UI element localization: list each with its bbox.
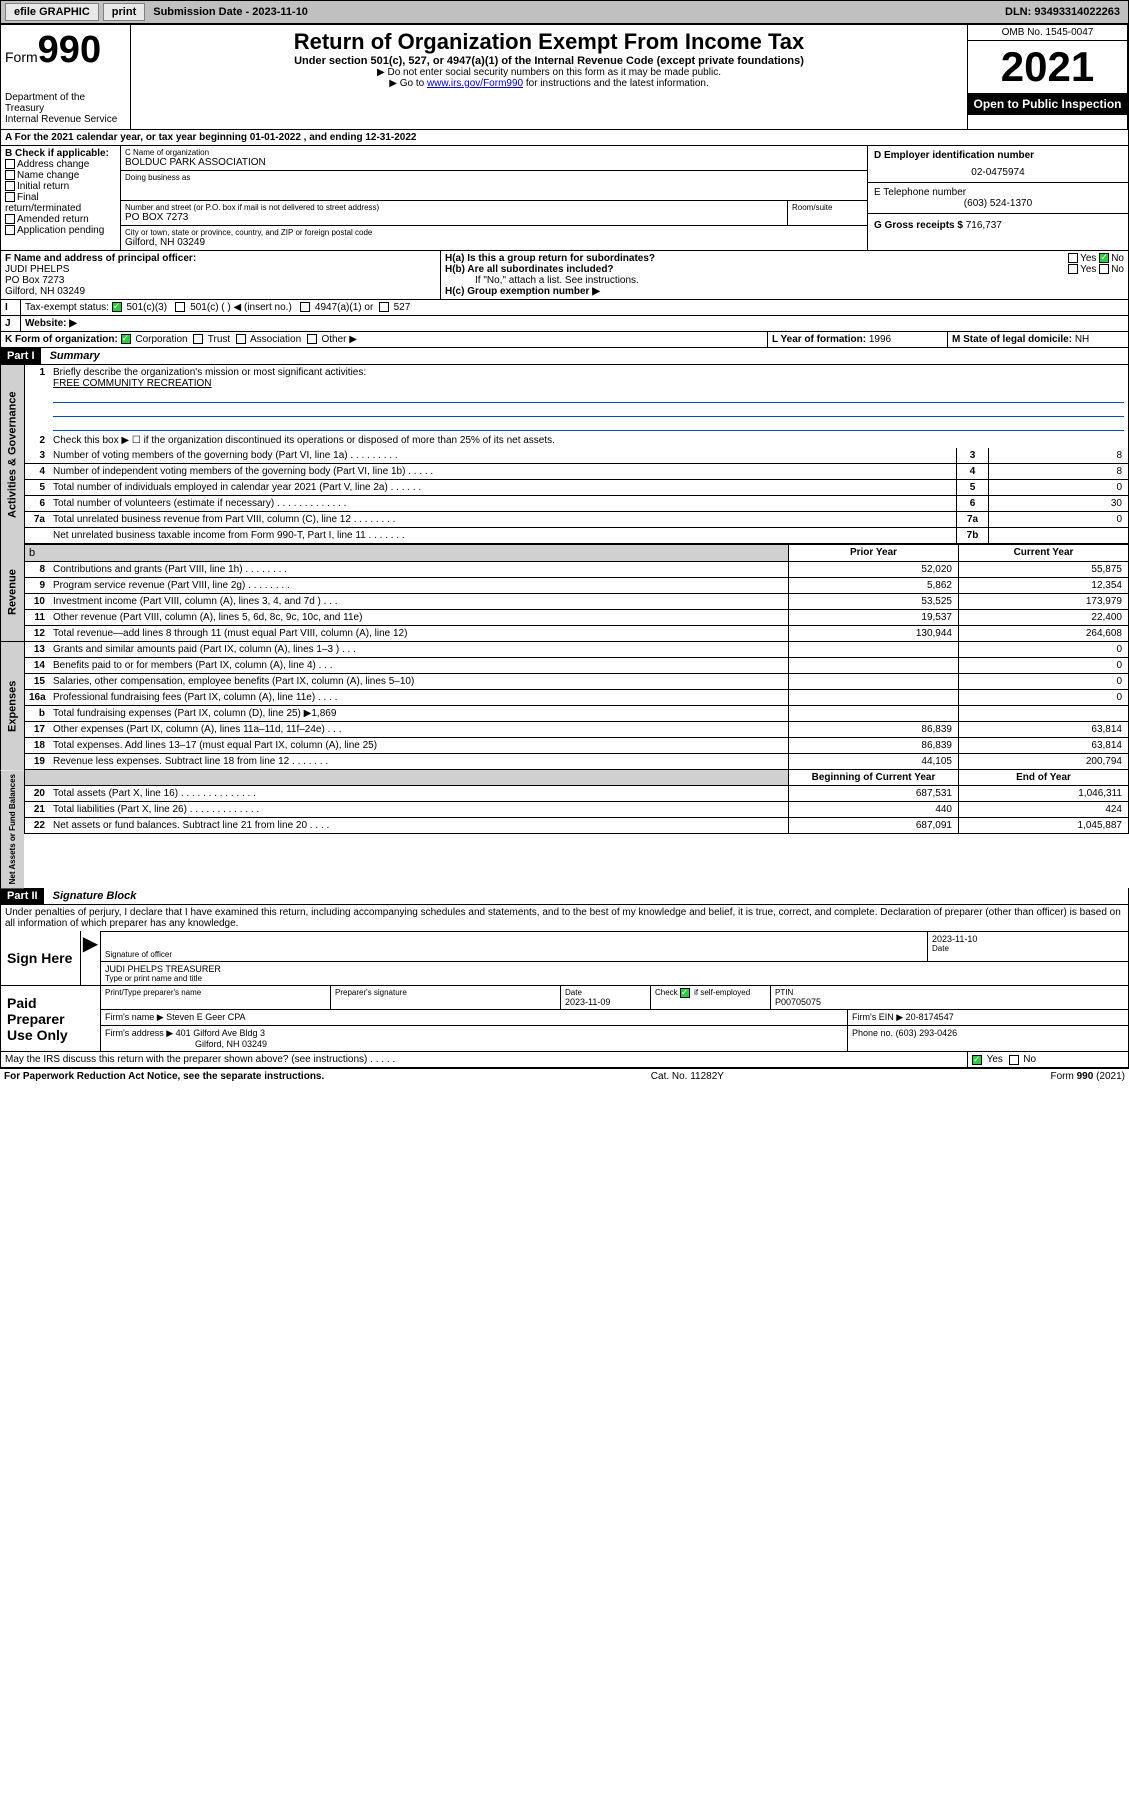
year-formed: 1996 bbox=[869, 334, 891, 345]
tax-year: 2021 bbox=[968, 41, 1127, 93]
dln-label: DLN: 93493314022263 bbox=[1005, 6, 1120, 18]
sign-date: 2023-11-10 bbox=[932, 934, 1124, 944]
state-domicile: NH bbox=[1075, 334, 1089, 345]
box-klm: K Form of organization: Corporation Trus… bbox=[0, 332, 1129, 348]
data-line: 12Total revenue—add lines 8 through 11 (… bbox=[24, 626, 1129, 642]
irs-label: Internal Revenue Service bbox=[5, 114, 126, 125]
officer-name-title: JUDI PHELPS TREASURER bbox=[105, 964, 1124, 974]
efile-button[interactable]: efile GRAPHIC bbox=[5, 3, 99, 21]
sign-arrow-icon: ▶ bbox=[81, 931, 101, 985]
section-expenses: Expenses bbox=[0, 642, 24, 770]
data-line: 20Total assets (Part X, line 16) . . . .… bbox=[24, 786, 1129, 802]
data-line: 21Total liabilities (Part X, line 26) . … bbox=[24, 802, 1129, 818]
perjury-statement: Under penalties of perjury, I declare th… bbox=[0, 905, 1129, 931]
prep-date: 2023-11-09 bbox=[565, 997, 646, 1007]
data-line: 8Contributions and grants (Part VIII, li… bbox=[24, 562, 1129, 578]
box-d-e-g: D Employer identification number 02-0475… bbox=[868, 146, 1128, 250]
org-name: BOLDUC PARK ASSOCIATION bbox=[125, 157, 863, 168]
col-current-year: Current Year bbox=[958, 545, 1128, 561]
phone: (603) 524-1370 bbox=[874, 198, 1122, 209]
form-instr2: ▶ Go to www.irs.gov/Form990 for instruct… bbox=[135, 78, 963, 89]
q1: Briefly describe the organization's miss… bbox=[49, 365, 1128, 433]
part1-header: Part I Summary bbox=[0, 348, 1129, 365]
data-line: 18Total expenses. Add lines 13–17 (must … bbox=[24, 738, 1129, 754]
section-netassets: Net Assets or Fund Balances bbox=[0, 770, 24, 888]
box-c: C Name of organization BOLDUC PARK ASSOC… bbox=[121, 146, 868, 250]
entity-block: B Check if applicable: Address change Na… bbox=[0, 146, 1129, 251]
firm-phone: (603) 293-0426 bbox=[896, 1028, 958, 1038]
col-beginning-year: Beginning of Current Year bbox=[788, 770, 958, 785]
data-line: 19Revenue less expenses. Subtract line 1… bbox=[24, 754, 1129, 770]
print-button[interactable]: print bbox=[103, 3, 145, 21]
street-address: PO BOX 7273 bbox=[125, 212, 783, 223]
firm-addr: 401 Gilford Ave Bldg 3 bbox=[176, 1028, 265, 1038]
section-revenue: Revenue bbox=[0, 544, 24, 642]
omb-number: OMB No. 1545-0047 bbox=[968, 25, 1127, 41]
section-governance: Activities & Governance bbox=[0, 365, 24, 544]
box-h: H(a) Is this a group return for subordin… bbox=[441, 251, 1128, 299]
data-line: 14Benefits paid to or for members (Part … bbox=[24, 658, 1129, 674]
submission-date-label: Submission Date - 2023-11-10 bbox=[153, 6, 308, 18]
data-line: 10Investment income (Part VIII, column (… bbox=[24, 594, 1129, 610]
form-title: Return of Organization Exempt From Incom… bbox=[135, 29, 963, 55]
col-prior-year: Prior Year bbox=[788, 545, 958, 561]
form-label: Form990 bbox=[5, 29, 126, 72]
form-subtitle: Under section 501(c), 527, or 4947(a)(1)… bbox=[135, 55, 963, 67]
officer-name: JUDI PHELPS bbox=[5, 264, 436, 275]
form-instr1: ▶ Do not enter social security numbers o… bbox=[135, 67, 963, 78]
data-line: 15Salaries, other compensation, employee… bbox=[24, 674, 1129, 690]
public-inspection: Open to Public Inspection bbox=[968, 93, 1127, 115]
summary-line: 7aTotal unrelated business revenue from … bbox=[24, 512, 1129, 528]
q2: Check this box ▶ ☐ if the organization d… bbox=[49, 433, 1128, 448]
data-line: 11Other revenue (Part VIII, column (A), … bbox=[24, 610, 1129, 626]
top-toolbar: efile GRAPHIC print Submission Date - 20… bbox=[0, 0, 1129, 24]
ein: 02-0475974 bbox=[874, 161, 1122, 178]
summary-line: 4Number of independent voting members of… bbox=[24, 464, 1129, 480]
gross-receipts: 716,737 bbox=[966, 220, 1002, 231]
data-line: 9Program service revenue (Part VIII, lin… bbox=[24, 578, 1129, 594]
summary-line: 6Total number of volunteers (estimate if… bbox=[24, 496, 1129, 512]
box-j: J Website: ▶ bbox=[0, 316, 1129, 332]
form-header: Form990 Department of the Treasury Inter… bbox=[0, 24, 1129, 130]
col-end-year: End of Year bbox=[958, 770, 1128, 785]
data-line: 17Other expenses (Part IX, column (A), l… bbox=[24, 722, 1129, 738]
data-line: 16aProfessional fundraising fees (Part I… bbox=[24, 690, 1129, 706]
box-a: A For the 2021 calendar year, or tax yea… bbox=[0, 130, 1129, 146]
paid-preparer-label: Paid Preparer Use Only bbox=[1, 986, 101, 1051]
data-line: 13Grants and similar amounts paid (Part … bbox=[24, 642, 1129, 658]
data-line: bTotal fundraising expenses (Part IX, co… bbox=[24, 706, 1129, 722]
firm-name: Steven E Geer CPA bbox=[166, 1012, 245, 1022]
dept-label: Department of the Treasury bbox=[5, 92, 126, 114]
irs-discuss: May the IRS discuss this return with the… bbox=[0, 1052, 1129, 1068]
officer-addr1: PO Box 7273 bbox=[5, 275, 436, 286]
officer-addr2: Gilford, NH 03249 bbox=[5, 286, 436, 297]
form990-link[interactable]: www.irs.gov/Form990 bbox=[427, 78, 523, 89]
firm-addr2: Gilford, NH 03249 bbox=[105, 1039, 267, 1049]
officer-group-block: F Name and address of principal officer:… bbox=[0, 251, 1129, 300]
ptin: P00705075 bbox=[775, 997, 1124, 1007]
box-b: B Check if applicable: Address change Na… bbox=[1, 146, 121, 250]
page-footer: For Paperwork Reduction Act Notice, see … bbox=[0, 1068, 1129, 1084]
summary-line: 3Number of voting members of the governi… bbox=[24, 448, 1129, 464]
box-i: I Tax-exempt status: 501(c)(3) 501(c) ( … bbox=[0, 300, 1129, 316]
summary-line: 5Total number of individuals employed in… bbox=[24, 480, 1129, 496]
firm-ein: 20-8174547 bbox=[906, 1012, 954, 1022]
data-line: 22Net assets or fund balances. Subtract … bbox=[24, 818, 1129, 834]
part2-header: Part II Signature Block bbox=[0, 888, 1129, 905]
box-f: F Name and address of principal officer:… bbox=[1, 251, 441, 299]
sign-here-label: Sign Here bbox=[1, 931, 81, 985]
city-state-zip: Gilford, NH 03249 bbox=[125, 237, 863, 248]
summary-line: Net unrelated business taxable income fr… bbox=[24, 528, 1129, 544]
